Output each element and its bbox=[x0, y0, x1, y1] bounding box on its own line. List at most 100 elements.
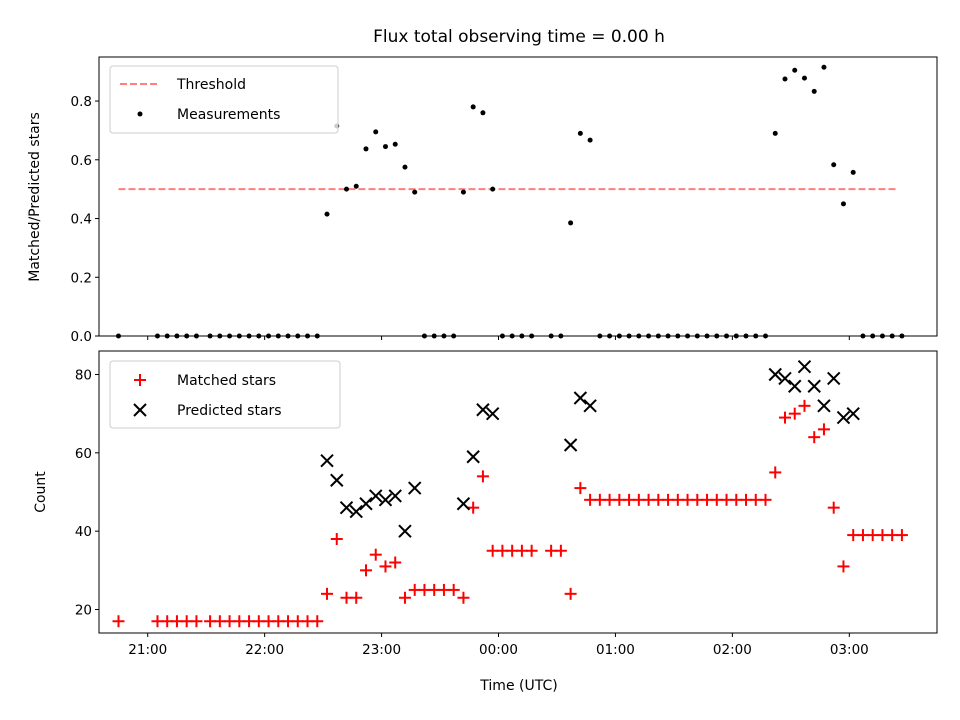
predicted-point bbox=[476, 403, 490, 417]
measurement-point bbox=[324, 211, 330, 217]
count-legend: Matched stars Predicted stars bbox=[109, 360, 341, 429]
measurement-point bbox=[256, 333, 262, 339]
measurement-point bbox=[724, 333, 730, 339]
measurement-point bbox=[675, 333, 681, 339]
x-tick-label: 23:00 bbox=[362, 642, 401, 658]
predicted-point bbox=[485, 406, 500, 421]
predicted-point bbox=[836, 410, 851, 425]
measurement-point bbox=[870, 333, 876, 339]
measurement-point bbox=[840, 201, 846, 207]
measurement-point bbox=[860, 333, 866, 339]
y-tick-label: 60 bbox=[75, 446, 92, 462]
measurement-point bbox=[314, 333, 320, 339]
measurement-point bbox=[305, 333, 311, 339]
matched-point bbox=[379, 560, 392, 573]
x-tick-label: 01:00 bbox=[596, 642, 635, 658]
measurement-point bbox=[344, 186, 350, 192]
matched-point bbox=[837, 560, 850, 573]
measurement-point bbox=[831, 162, 837, 168]
measurement-point bbox=[174, 333, 180, 339]
y-tick-label: 0.8 bbox=[71, 94, 92, 110]
predicted-point bbox=[349, 504, 363, 519]
matched-point bbox=[457, 591, 470, 604]
matched-point bbox=[895, 529, 908, 542]
measurement-point bbox=[460, 189, 466, 195]
measurement-point bbox=[607, 333, 613, 339]
x-axis-label: Time (UTC) bbox=[479, 678, 557, 694]
matched-point bbox=[190, 615, 203, 628]
measurement-point bbox=[655, 333, 661, 339]
predicted-point bbox=[807, 379, 821, 393]
matched-point bbox=[778, 411, 791, 424]
measurement-point bbox=[363, 146, 369, 152]
measurement-point bbox=[382, 144, 388, 150]
measurement-point bbox=[451, 333, 457, 339]
predicted-point bbox=[408, 481, 422, 495]
matched-point bbox=[808, 431, 821, 444]
measurement-point bbox=[821, 64, 827, 70]
x-tick-label: 21:00 bbox=[128, 642, 167, 658]
legend-measurements-swatch bbox=[137, 111, 143, 117]
measurement-point bbox=[285, 333, 291, 339]
predicted-point bbox=[778, 371, 792, 386]
matched-point bbox=[798, 399, 811, 412]
measurement-point bbox=[246, 333, 252, 339]
measurement-point bbox=[772, 130, 778, 136]
measurement-point bbox=[470, 104, 476, 110]
measurement-point bbox=[431, 333, 437, 339]
predicted-point bbox=[583, 399, 597, 413]
measurement-point bbox=[529, 333, 535, 339]
measurement-point bbox=[753, 333, 759, 339]
measurement-point bbox=[763, 333, 769, 339]
y-tick-label: 0.6 bbox=[71, 153, 92, 169]
legend-predicted-label: Predicted stars bbox=[177, 403, 282, 419]
predicted-point bbox=[797, 359, 812, 374]
measurement-point bbox=[626, 333, 632, 339]
predicted-point bbox=[456, 497, 471, 511]
ratio-legend: Threshold Measurements bbox=[109, 65, 339, 134]
measurement-point bbox=[597, 333, 603, 339]
measurement-point bbox=[577, 130, 583, 136]
matched-point bbox=[311, 615, 324, 628]
measurement-point bbox=[548, 333, 554, 339]
measurement-point bbox=[685, 333, 691, 339]
predicted-point bbox=[388, 489, 402, 503]
matched-point bbox=[321, 587, 334, 600]
matched-point bbox=[554, 544, 567, 557]
y-tick-label: 80 bbox=[75, 368, 92, 384]
legend-predicted-swatch bbox=[133, 403, 147, 417]
predicted-point bbox=[378, 493, 393, 507]
measurement-point bbox=[811, 88, 817, 94]
matched-point bbox=[389, 556, 402, 569]
measurement-point bbox=[568, 220, 574, 226]
predicted-point bbox=[817, 399, 831, 413]
measurement-point bbox=[801, 75, 807, 81]
measurement-point bbox=[743, 333, 749, 339]
measurement-point bbox=[193, 333, 199, 339]
predicted-point bbox=[359, 497, 373, 511]
matched-point bbox=[476, 470, 489, 483]
predicted-point bbox=[846, 406, 860, 421]
measurement-point bbox=[714, 333, 720, 339]
measurement-point bbox=[480, 110, 486, 116]
measurement-point bbox=[558, 333, 564, 339]
count-panel: Count Time (UTC) Matched stars Predicted… bbox=[33, 350, 938, 694]
plot-layer-1 bbox=[112, 359, 908, 628]
matched-point bbox=[369, 548, 382, 561]
measurement-point bbox=[499, 333, 505, 339]
measurement-point bbox=[665, 333, 671, 339]
measurement-point bbox=[227, 333, 233, 339]
matched-point bbox=[467, 501, 480, 514]
predicted-point bbox=[330, 473, 344, 487]
predicted-point bbox=[398, 524, 412, 538]
count-legend-box bbox=[109, 360, 341, 429]
matched-point bbox=[788, 407, 801, 420]
x-tick-label: 00:00 bbox=[479, 642, 518, 658]
measurement-point bbox=[441, 333, 447, 339]
measurement-point bbox=[889, 333, 895, 339]
measurement-point bbox=[490, 186, 496, 192]
predicted-point bbox=[563, 438, 578, 452]
chart-title: Flux total observing time = 0.00 h bbox=[373, 27, 665, 47]
predicted-point bbox=[827, 371, 841, 386]
measurement-point bbox=[421, 333, 427, 339]
